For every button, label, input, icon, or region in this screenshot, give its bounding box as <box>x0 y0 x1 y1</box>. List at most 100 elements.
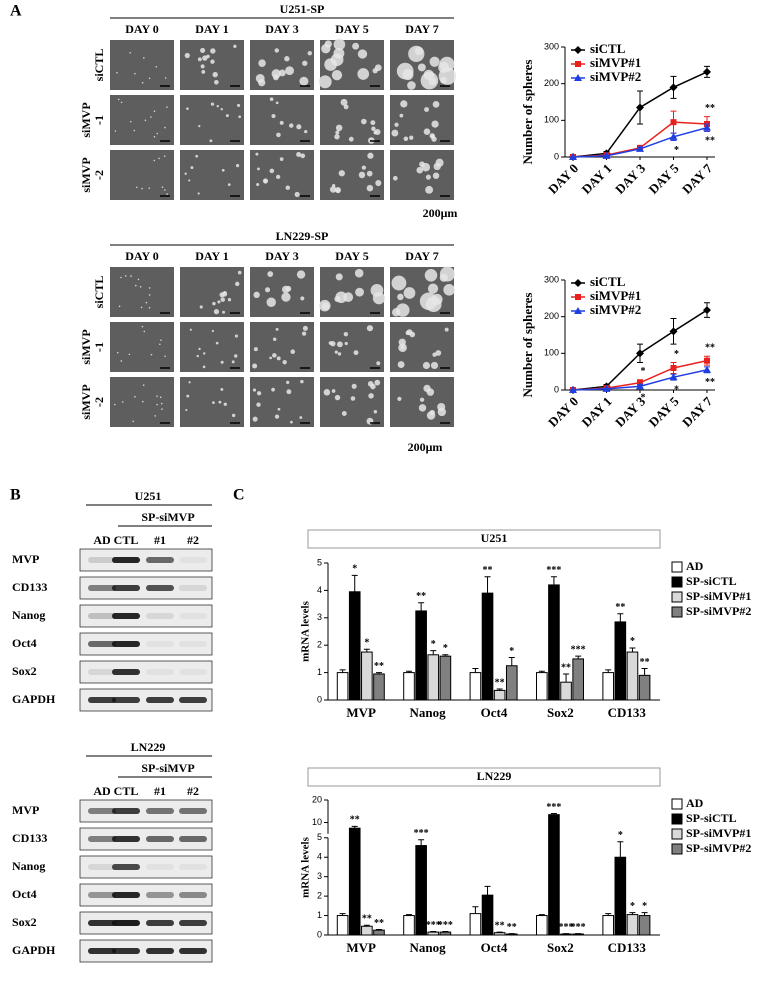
marker <box>602 151 611 159</box>
error-bar <box>538 914 545 916</box>
sphere <box>134 395 136 398</box>
sphere <box>429 409 435 416</box>
sphere <box>222 310 226 314</box>
sphere <box>397 361 405 369</box>
legend-label: siMVP#2 <box>590 302 641 317</box>
marker <box>636 144 644 152</box>
error-bar <box>406 670 413 673</box>
error-bar <box>496 688 503 691</box>
sphere <box>198 347 201 351</box>
bar <box>505 665 518 701</box>
row-label: siMVP <box>79 102 93 137</box>
band <box>112 920 140 926</box>
band <box>179 641 207 647</box>
sphere <box>418 404 427 412</box>
sphere <box>271 114 276 119</box>
y-tick-label: 10 <box>312 817 322 827</box>
sphere <box>321 43 331 54</box>
sphere <box>277 407 281 411</box>
sphere <box>114 130 117 132</box>
sphere <box>294 191 300 197</box>
sphere <box>145 301 148 304</box>
significance: *** <box>571 644 586 655</box>
sphere <box>353 350 359 356</box>
sphere <box>443 284 455 296</box>
band <box>146 557 174 563</box>
sphere <box>257 167 260 171</box>
panel-label: A <box>10 3 22 20</box>
sphere <box>184 52 190 59</box>
sphere <box>196 354 199 358</box>
lane-label: #2 <box>187 784 199 798</box>
band <box>112 808 140 814</box>
x-tick-label: MVP <box>346 940 376 955</box>
sphere <box>276 356 281 361</box>
significance: ** <box>350 815 360 826</box>
error-bar <box>406 914 413 916</box>
y-tick-label: 4 <box>317 852 322 862</box>
significance: * <box>618 830 623 841</box>
sphere <box>220 108 223 111</box>
sphere <box>444 327 449 332</box>
sphere <box>199 305 203 309</box>
significance: ** <box>495 677 505 688</box>
sphere <box>420 71 439 90</box>
x-tick-label: CD133 <box>608 940 647 955</box>
protein-label: MVP <box>12 552 39 566</box>
sphere <box>161 186 164 189</box>
sphere <box>253 291 260 299</box>
bar <box>602 915 615 936</box>
band <box>88 697 116 703</box>
sphere <box>337 352 342 356</box>
sphere <box>150 353 153 356</box>
sphere <box>156 395 158 397</box>
sphere <box>212 71 218 78</box>
bar <box>439 931 452 936</box>
sphere <box>264 287 271 293</box>
sphere <box>135 186 138 189</box>
column-label: DAY 1 <box>195 22 228 36</box>
significance: *** <box>414 828 429 839</box>
sphere <box>220 360 224 364</box>
marker <box>636 382 644 390</box>
sphere <box>212 401 215 404</box>
sphere <box>216 104 219 108</box>
sphere <box>212 301 216 306</box>
band <box>146 948 174 954</box>
sphere <box>200 47 206 53</box>
sphere <box>279 120 284 125</box>
sphere <box>211 329 214 333</box>
row-label: siMVP <box>79 329 93 364</box>
sphere <box>403 287 416 299</box>
scale-label: 200μm <box>408 440 443 454</box>
lane-label: #1 <box>154 784 166 798</box>
significance: ** <box>374 661 384 672</box>
sphere <box>117 98 120 101</box>
legend-swatch <box>671 576 683 588</box>
lane-label: #1 <box>154 533 166 547</box>
micrograph <box>110 150 174 200</box>
y-axis-label: mRNA levels <box>300 600 312 662</box>
legend-label: SP-siCTL <box>686 574 737 588</box>
sphere <box>301 331 307 336</box>
significance: * <box>674 349 679 360</box>
sphere <box>400 100 408 108</box>
sphere <box>197 192 200 195</box>
sphere <box>164 189 166 191</box>
sphere <box>285 66 294 76</box>
row-label: -2 <box>92 397 106 407</box>
sphere <box>253 347 258 352</box>
sphere <box>373 130 378 135</box>
sphere <box>275 327 279 331</box>
sphere <box>371 126 376 132</box>
micrograph <box>320 150 384 200</box>
column-label: DAY 7 <box>405 22 438 36</box>
lane-label: CTL <box>114 784 139 798</box>
band <box>112 864 140 870</box>
sphere <box>422 361 431 370</box>
sphere <box>272 353 277 358</box>
sphere <box>262 178 269 184</box>
error-bar <box>363 924 370 927</box>
sphere <box>357 49 368 59</box>
lane-label: AD <box>93 784 111 798</box>
